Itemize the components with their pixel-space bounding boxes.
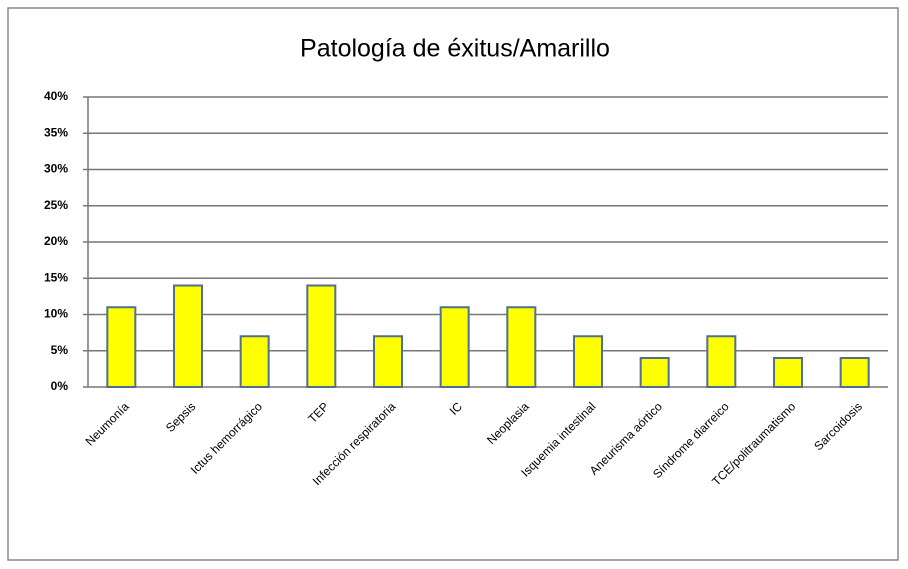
y-tick-label: 0% xyxy=(51,379,69,393)
bar xyxy=(173,284,203,388)
y-tick-label: 20% xyxy=(44,234,68,248)
bar xyxy=(306,284,337,388)
bar xyxy=(439,306,470,388)
y-tick-label: 10% xyxy=(44,307,68,321)
bar xyxy=(573,335,603,388)
y-tick-label: 30% xyxy=(44,162,68,176)
bar xyxy=(239,335,270,388)
bar xyxy=(773,357,803,388)
bar xyxy=(373,335,403,388)
chart-title: Patología de éxitus/Amarillo xyxy=(300,35,610,63)
bar xyxy=(106,306,137,388)
bar xyxy=(706,335,737,388)
bar xyxy=(839,357,870,388)
y-tick-label: 5% xyxy=(51,343,69,357)
bar xyxy=(639,357,670,388)
y-tick-label: 35% xyxy=(44,125,68,139)
bar xyxy=(506,306,537,388)
y-tick-label: 15% xyxy=(44,270,68,284)
y-tick-label: 25% xyxy=(44,198,68,212)
y-tick-label: 40% xyxy=(44,89,68,103)
chart-frame xyxy=(7,7,899,561)
